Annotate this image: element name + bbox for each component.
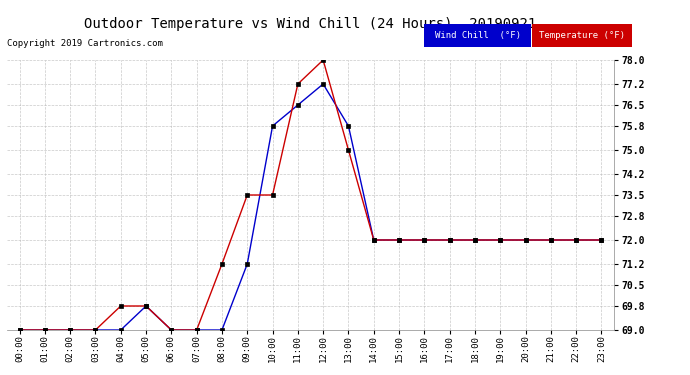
Text: Wind Chill  (°F): Wind Chill (°F) [435, 31, 521, 40]
Text: Copyright 2019 Cartronics.com: Copyright 2019 Cartronics.com [7, 39, 163, 48]
Text: Outdoor Temperature vs Wind Chill (24 Hours)  20190921: Outdoor Temperature vs Wind Chill (24 Ho… [84, 17, 537, 31]
Text: Temperature (°F): Temperature (°F) [539, 31, 625, 40]
